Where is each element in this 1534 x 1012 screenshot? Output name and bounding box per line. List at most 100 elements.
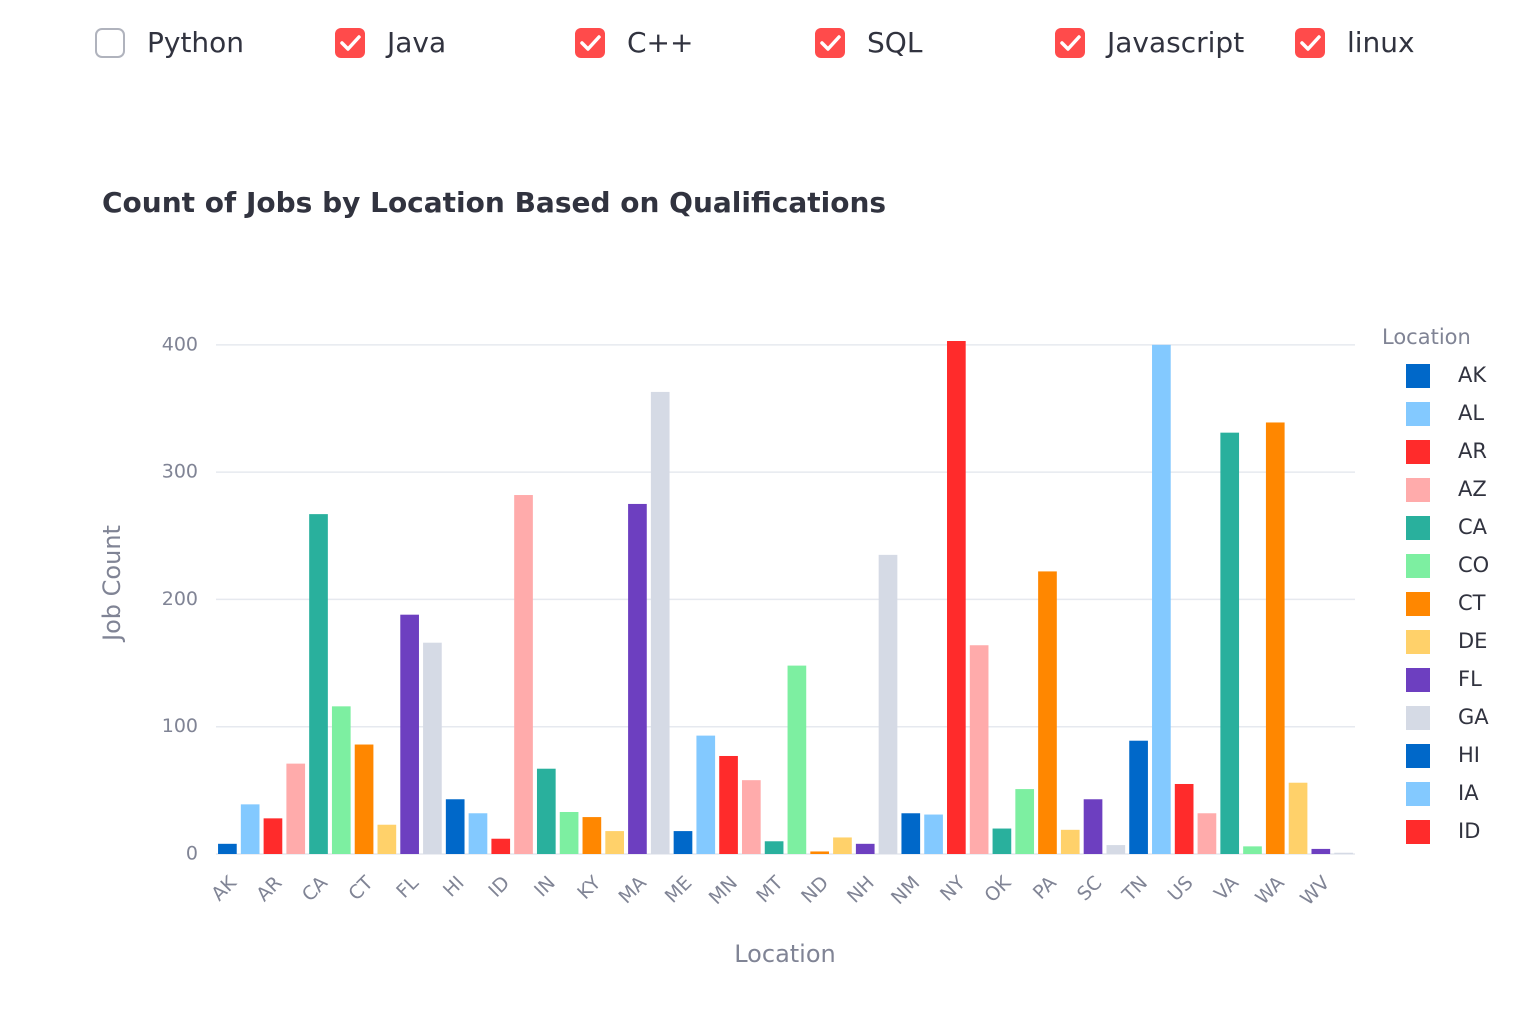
legend-swatch — [1406, 402, 1430, 426]
x-tick-label: CA — [298, 872, 332, 906]
x-tick-label: NM — [887, 872, 924, 909]
bar — [1015, 789, 1035, 854]
bar — [1288, 782, 1308, 854]
legend-swatch — [1406, 782, 1430, 806]
bar — [969, 645, 989, 854]
legend-swatch — [1406, 668, 1430, 692]
bar — [218, 843, 237, 854]
bar — [286, 763, 306, 854]
bar — [263, 818, 283, 854]
checkmark — [820, 35, 841, 51]
legend-label: CT — [1458, 591, 1486, 615]
bar — [1311, 848, 1331, 854]
bar — [400, 614, 419, 854]
checkbox[interactable] — [815, 28, 845, 58]
bar — [628, 503, 647, 854]
checkbox-label[interactable]: Java — [385, 26, 446, 59]
x-tick-label: WA — [1251, 872, 1288, 909]
legend-label: CA — [1458, 515, 1488, 539]
legend-swatch — [1406, 706, 1430, 730]
checkbox[interactable] — [1295, 28, 1325, 58]
bar — [1334, 852, 1353, 854]
bar — [810, 851, 830, 854]
bar — [354, 744, 374, 854]
x-tick-label: AR — [252, 872, 286, 906]
bar — [491, 838, 511, 854]
checkmark — [340, 35, 361, 51]
checkbox[interactable] — [1055, 28, 1085, 58]
checkbox-label[interactable]: Python — [147, 26, 244, 59]
bar — [1243, 846, 1262, 854]
legend-label: FL — [1458, 667, 1482, 691]
checkbox-label[interactable]: Javascript — [1105, 26, 1244, 59]
legend-swatch — [1406, 364, 1430, 388]
bar — [947, 341, 966, 854]
bar — [764, 841, 784, 854]
x-tick-label: OK — [980, 871, 1015, 906]
x-tick-label: IN — [530, 872, 560, 902]
y-tick-label: 200 — [162, 588, 198, 610]
bar — [1106, 845, 1126, 854]
y-tick-label: 400 — [162, 333, 198, 355]
legend-swatch — [1406, 744, 1430, 768]
x-tick-label: MT — [752, 872, 788, 908]
legend-label: GA — [1458, 705, 1489, 729]
bar — [650, 391, 670, 854]
y-tick-label: 300 — [162, 461, 198, 483]
x-tick-label: KY — [573, 872, 605, 904]
bar — [696, 735, 716, 854]
bar — [605, 831, 624, 854]
legend-label: AL — [1458, 401, 1484, 425]
checkbox-label[interactable]: C++ — [627, 26, 693, 59]
x-tick-label: CT — [344, 872, 377, 905]
legend-label: IA — [1458, 781, 1479, 805]
x-tick-label: VA — [1210, 872, 1243, 905]
legend-label: AR — [1458, 439, 1487, 463]
checkbox[interactable] — [335, 28, 365, 58]
bar — [1265, 422, 1285, 854]
legend-label: ID — [1458, 819, 1480, 843]
bar — [423, 642, 442, 854]
legend-label: CO — [1458, 553, 1489, 577]
bar — [445, 799, 465, 854]
x-tick-label: MN — [705, 872, 742, 909]
bar — [719, 755, 738, 854]
bar — [878, 554, 898, 854]
bar — [741, 780, 761, 854]
x-tick-label: MA — [615, 872, 651, 908]
x-tick-label: SC — [1073, 872, 1106, 905]
bar — [855, 843, 875, 854]
x-tick-label: WV — [1296, 872, 1334, 910]
bar — [992, 828, 1012, 854]
bar — [1038, 571, 1057, 854]
bar — [309, 514, 328, 854]
x-tick-label: HI — [439, 872, 469, 902]
checkbox-label[interactable]: SQL — [867, 26, 923, 59]
x-tick-label: NH — [843, 872, 879, 908]
x-axis-title: Location — [734, 940, 836, 968]
legend-swatch — [1406, 630, 1430, 654]
legend-swatch — [1406, 478, 1430, 502]
checkmark — [1060, 35, 1081, 51]
legend-label: AZ — [1458, 477, 1487, 501]
checkbox-label[interactable]: linux — [1347, 26, 1415, 59]
legend-swatch — [1406, 820, 1430, 844]
bar — [1060, 829, 1080, 854]
bar — [582, 817, 602, 854]
bar — [1174, 783, 1194, 854]
checkbox[interactable] — [95, 28, 125, 58]
bar — [514, 495, 533, 854]
bar — [1129, 740, 1148, 854]
legend-title: Location — [1382, 325, 1471, 349]
bar — [331, 706, 351, 854]
legend-swatch — [1406, 592, 1430, 616]
legend-label: DE — [1458, 629, 1487, 653]
checkbox[interactable] — [575, 28, 605, 58]
legend-swatch — [1406, 554, 1430, 578]
legend-label: HI — [1458, 743, 1480, 767]
x-tick-label: ND — [797, 872, 833, 908]
legend-swatch — [1406, 516, 1430, 540]
y-axis-title: Job Count — [98, 525, 126, 643]
bar — [787, 665, 807, 854]
